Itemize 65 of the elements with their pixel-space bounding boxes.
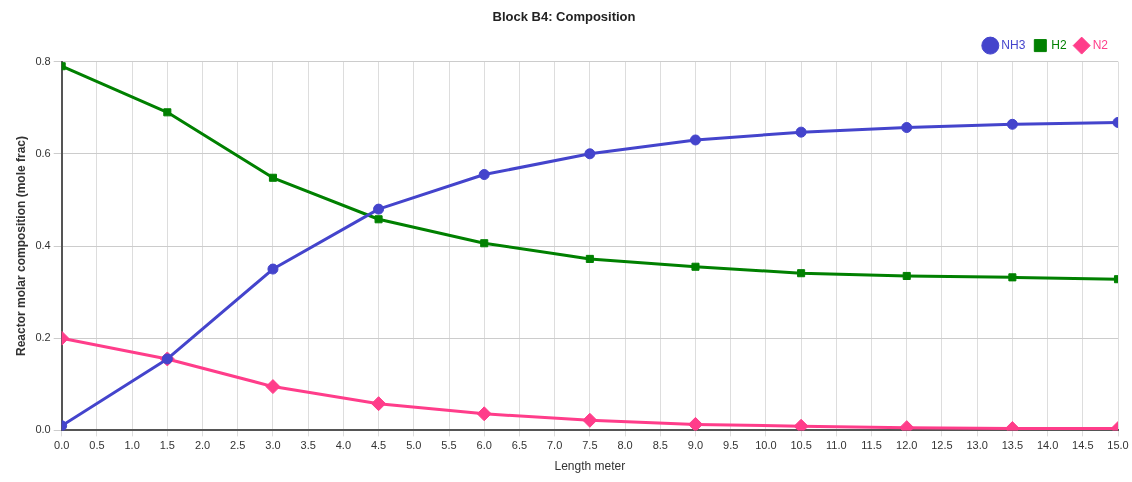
point xyxy=(1006,118,1018,130)
x-tick-label: 5.0 xyxy=(406,439,422,452)
chart-title: Block B4: Composition xyxy=(492,9,636,25)
point xyxy=(902,271,911,280)
point xyxy=(584,148,596,160)
x-tick-label: 1.5 xyxy=(159,439,175,452)
x-tick-label: 2.5 xyxy=(230,439,246,452)
point xyxy=(268,173,277,182)
point xyxy=(793,418,809,431)
x-tick-label: 6.0 xyxy=(476,439,492,452)
x-tick-label: 13.0 xyxy=(966,439,988,452)
x-tick-label: 15.0 xyxy=(1107,439,1129,452)
x-tick-label: 4.0 xyxy=(335,439,352,452)
point xyxy=(901,122,913,134)
point xyxy=(480,239,489,248)
point xyxy=(267,263,279,275)
y-tick-label: 0.8 xyxy=(35,54,51,67)
point xyxy=(265,379,281,395)
x-tick-label: 12.0 xyxy=(896,439,918,452)
y-tick-label: 0.0 xyxy=(35,423,51,436)
y-tick-label: 0.4 xyxy=(35,239,51,252)
point xyxy=(478,169,490,181)
x-tick-label: 10.5 xyxy=(790,439,812,452)
y-tick-label: 0.6 xyxy=(35,146,51,159)
x-tick-label: 3.5 xyxy=(300,439,316,452)
x-tick-label: 8.5 xyxy=(652,439,668,452)
x-axis-title: Length meter xyxy=(554,459,626,474)
x-tick-label: 2.0 xyxy=(194,439,211,452)
point xyxy=(374,215,383,224)
point xyxy=(687,416,703,431)
legend-label: N2 xyxy=(1092,37,1109,52)
y-axis-title: Reactor molar composition (mole frac) xyxy=(13,135,28,357)
point xyxy=(163,108,172,117)
point xyxy=(795,126,807,138)
x-tick-label: 11.0 xyxy=(826,439,847,452)
x-tick-label: 12.5 xyxy=(931,439,953,452)
point xyxy=(582,412,598,428)
legend-label: NH3 xyxy=(1001,37,1026,52)
y-tick-label: 0.2 xyxy=(35,331,51,344)
x-tick-label: 0.5 xyxy=(89,439,105,452)
point xyxy=(373,203,385,215)
x-tick-label: 7.5 xyxy=(582,439,598,452)
x-tick-label: 1.0 xyxy=(124,439,140,452)
point xyxy=(689,134,701,146)
x-tick-label: 10.0 xyxy=(755,439,777,452)
x-tick-label: 14.0 xyxy=(1036,439,1059,452)
x-tick-label: 4.5 xyxy=(370,439,387,452)
x-tick-label: 8.0 xyxy=(617,439,633,452)
point xyxy=(691,262,700,271)
point xyxy=(476,406,492,422)
x-tick-label: 3.0 xyxy=(265,439,281,452)
legend-label: H2 xyxy=(1051,37,1067,52)
x-tick-label: 6.5 xyxy=(511,439,528,452)
x-tick-label: 7.0 xyxy=(546,439,563,452)
point xyxy=(585,254,594,263)
point xyxy=(1008,273,1017,282)
x-tick-label: 14.5 xyxy=(1072,439,1094,452)
x-tick-label: 0.0 xyxy=(54,439,70,452)
x-tick-label: 9.0 xyxy=(687,439,704,452)
point xyxy=(371,396,387,412)
x-tick-label: 5.5 xyxy=(441,439,457,452)
x-tick-label: 13.5 xyxy=(1001,439,1024,452)
point xyxy=(797,269,806,278)
x-tick-label: 9.5 xyxy=(723,439,739,452)
x-tick-label: 11.5 xyxy=(861,439,882,452)
